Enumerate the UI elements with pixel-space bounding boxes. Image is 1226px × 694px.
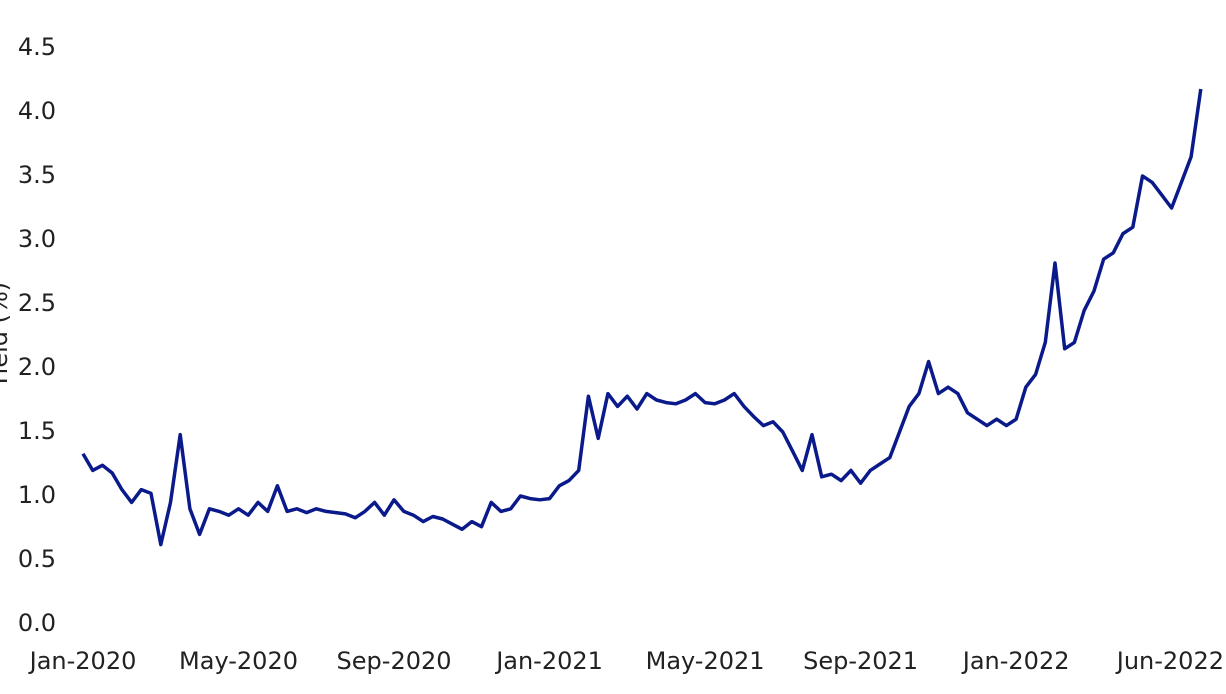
x-tick-label: Sep-2021 bbox=[803, 647, 918, 675]
x-tick-label: May-2021 bbox=[646, 647, 765, 675]
x-tick-label: May-2020 bbox=[179, 647, 298, 675]
x-tick-label: Jan-2020 bbox=[28, 647, 137, 675]
y-tick-label: 0.0 bbox=[18, 609, 56, 637]
y-tick-label: 3.5 bbox=[18, 161, 56, 189]
y-tick-label: 0.5 bbox=[18, 545, 56, 573]
x-tick-label: Jan-2021 bbox=[494, 647, 603, 675]
y-tick-label: 2.5 bbox=[18, 289, 56, 317]
line bbox=[81, 88, 1203, 547]
x-tick-label: Sep-2020 bbox=[337, 647, 452, 675]
y-tick-label: 1.0 bbox=[18, 481, 56, 509]
y-axis-label: Yield (%) bbox=[0, 282, 13, 389]
y-tick-label: 1.5 bbox=[18, 417, 56, 445]
y-tick-label: 4.5 bbox=[18, 33, 56, 61]
y-tick-label: 2.0 bbox=[18, 353, 56, 381]
y-tick-label: 3.0 bbox=[18, 225, 56, 253]
y-tick-label: 4.0 bbox=[18, 97, 56, 125]
x-tick-label: Jan-2022 bbox=[961, 647, 1070, 675]
x-tick-label: Jun-2022 bbox=[1115, 647, 1224, 675]
